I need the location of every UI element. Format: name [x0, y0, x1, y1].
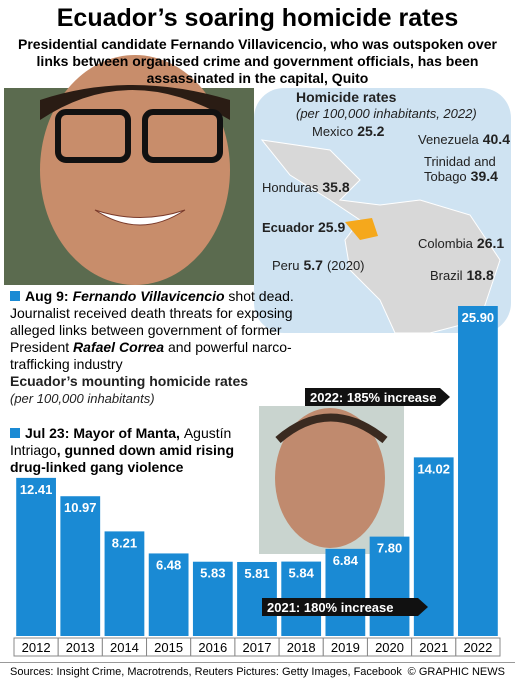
value-label: 7.80: [377, 541, 402, 556]
event-text: Fernando Villavicencio: [72, 288, 225, 304]
annotation: 2022: 185% increase: [310, 390, 436, 405]
value-label: 5.83: [200, 566, 225, 581]
x-tick-label: 2017: [243, 640, 272, 655]
x-tick-box: [455, 637, 501, 657]
bar: [458, 306, 498, 636]
credit: © GRAPHIC NEWS: [407, 666, 505, 678]
event-text: Mayor of Manta,: [73, 425, 184, 441]
value-label: 6.84: [333, 553, 359, 568]
x-tick-label: 2019: [331, 640, 360, 655]
x-tick-label: 2022: [463, 640, 492, 655]
value-label: 14.02: [417, 461, 450, 476]
event-date: Jul 23:: [25, 425, 70, 441]
event: Aug 9: Fernando Villavicencio shot dead. …: [10, 288, 320, 373]
x-tick-label: 2014: [110, 640, 139, 655]
x-tick-label: 2020: [375, 640, 404, 655]
event-text: and powerful narco-trafficking industry: [10, 339, 292, 372]
bar: [192, 561, 233, 636]
event-marker: [10, 291, 20, 301]
map-label: Brazil 18.8: [430, 267, 494, 284]
event-date: Aug 9:: [25, 288, 69, 304]
photo-face: [275, 408, 385, 548]
title: Ecuador’s soaring homicide rates: [56, 4, 459, 32]
x-tick-label: 2016: [198, 640, 227, 655]
annotation-arrow: [305, 388, 450, 406]
rate-value: 25.9: [318, 219, 346, 235]
chart-subtitle: (per 100,000 inhabitants): [10, 391, 155, 406]
bar: [148, 553, 189, 636]
bar: [60, 496, 101, 636]
event: Jul 23: Mayor of Manta, Agustín Intriago,…: [10, 425, 250, 476]
country-name: Mexico: [312, 124, 354, 139]
map-land: [260, 139, 501, 334]
country-name: Colombia: [418, 236, 473, 251]
rate-value: 39.4: [470, 168, 498, 184]
value-label: 6.48: [156, 557, 181, 572]
photo-glasses: [55, 109, 131, 163]
rate-note: (2020): [326, 258, 365, 273]
map-label: Honduras 35.8: [262, 179, 350, 196]
bar: [104, 531, 145, 636]
x-tick-label: 2012: [22, 640, 51, 655]
photo-hair: [40, 85, 230, 120]
rate-value: 18.8: [466, 267, 494, 283]
x-tick-label: 2021: [419, 640, 448, 655]
map-label: Peru 5.7 (2020): [272, 257, 365, 274]
bar: [369, 536, 410, 636]
value-label: 25.90: [462, 310, 495, 325]
rate-value: 25.2: [357, 123, 385, 139]
map-ecuador: [345, 218, 378, 240]
value-label: 5.84: [289, 566, 315, 581]
event-text: shot dead. Journalist received death thr…: [10, 288, 294, 355]
value-label: 12.41: [20, 482, 53, 497]
country-name: Ecuador: [262, 220, 315, 235]
map-label: Colombia 26.1: [418, 235, 505, 252]
rate-value: 35.8: [322, 179, 350, 195]
country-name: Honduras: [262, 180, 319, 195]
annotation-arrow: [262, 598, 428, 616]
country-name: Peru: [272, 258, 300, 273]
subtitle: Presidential candidate Fernando Villavic…: [18, 36, 497, 86]
country-name: Venezuela: [418, 132, 479, 147]
map-label: Mexico 25.2: [312, 123, 385, 140]
value-label: 5.81: [244, 566, 269, 581]
event-marker: [10, 428, 20, 438]
x-tick-label: 2015: [154, 640, 183, 655]
event-text: , gunned down amid rising drug-linked ga…: [10, 442, 235, 475]
bar: [325, 548, 366, 636]
rate-value: 5.7: [303, 257, 323, 273]
photo-smile: [94, 209, 186, 226]
value-label: 8.21: [112, 535, 137, 550]
event-text: Rafael Correa: [73, 339, 165, 355]
x-tick-label: 2018: [287, 640, 316, 655]
country-name: Trinidad and Tobago: [424, 154, 496, 184]
photo-hair: [275, 413, 388, 444]
annotation: 2021: 180% increase: [267, 600, 393, 615]
footer-bg: [0, 670, 515, 681]
rate-value: 40.4: [482, 131, 510, 147]
sources: Sources: Insight Crime, Macrotrends, Reu…: [10, 666, 402, 678]
map-title: Homicide rates: [296, 89, 397, 105]
chart-title: Ecuador’s mounting homicide rates: [10, 373, 249, 389]
bar: [16, 477, 56, 636]
map-label: Trinidad and Tobago 39.4: [424, 154, 515, 184]
x-tick-label: 2013: [66, 640, 95, 655]
photo-glasses: [142, 109, 223, 163]
map-subtitle: (per 100,000 inhabitants, 2022): [296, 106, 477, 121]
country-name: Brazil: [430, 268, 463, 283]
map-label: Venezuela 40.4: [418, 131, 510, 148]
value-label: 10.97: [64, 500, 97, 515]
rate-value: 26.1: [476, 235, 505, 251]
footer: Sources: Insight Crime, Macrotrends, Reu…: [0, 662, 515, 681]
event-text: Agustín Intriago: [10, 425, 232, 458]
map-label: Ecuador 25.9: [262, 219, 346, 236]
